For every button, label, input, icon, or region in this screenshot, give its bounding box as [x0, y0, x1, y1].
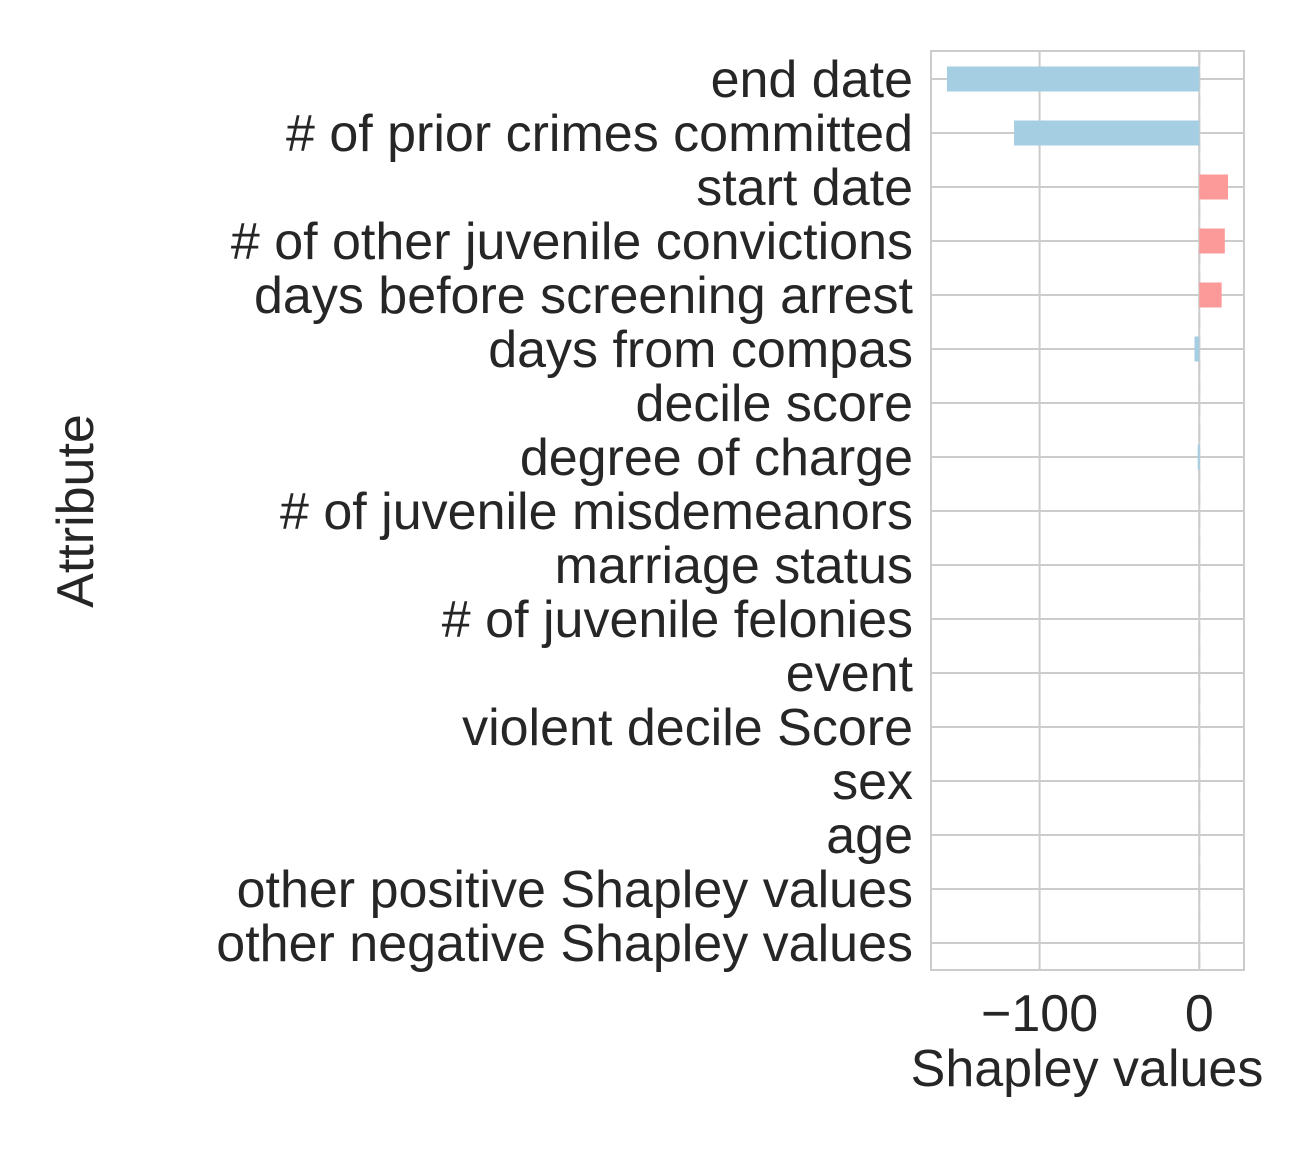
- x-tick-labels: −100 0: [981, 985, 1214, 1043]
- grid-lines: [931, 51, 1244, 970]
- category-label-6: decile score: [636, 375, 913, 433]
- category-label-1: # of prior crimes committed: [286, 105, 913, 163]
- category-label-16: other negative Shapley values: [216, 915, 913, 973]
- category-label-11: event: [786, 645, 914, 703]
- y-axis-label: Attribute: [47, 414, 105, 608]
- bar-4: [1199, 282, 1222, 308]
- category-label-4: days before screening arrest: [254, 267, 914, 325]
- category-label-13: sex: [832, 753, 913, 811]
- bar-2: [1199, 174, 1229, 200]
- category-label-9: marriage status: [555, 537, 913, 595]
- category-label-7: degree of charge: [520, 429, 913, 487]
- x-axis-label: Shapley values: [911, 1040, 1264, 1098]
- category-label-3: # of other juvenile convictions: [231, 213, 913, 271]
- category-label-8: # of juvenile misdemeanors: [280, 483, 913, 541]
- category-label-0: end date: [711, 51, 913, 109]
- bars: [946, 66, 1229, 470]
- category-label-14: age: [826, 807, 913, 865]
- x-tick-label-0: −100: [981, 985, 1098, 1043]
- x-tick-label-1: 0: [1185, 985, 1214, 1043]
- category-label-5: days from compas: [488, 321, 913, 379]
- category-labels: end date# of prior crimes committedstart…: [216, 51, 913, 973]
- bar-7: [1197, 444, 1200, 470]
- category-label-15: other positive Shapley values: [237, 861, 913, 919]
- bar-5: [1194, 336, 1200, 362]
- category-label-12: violent decile Score: [462, 699, 913, 757]
- category-label-2: start date: [696, 159, 913, 217]
- bar-1: [1014, 120, 1200, 146]
- bar-0: [946, 66, 1200, 92]
- plot-frame: [930, 50, 1245, 971]
- bar-3: [1199, 228, 1225, 254]
- category-label-10: # of juvenile felonies: [442, 591, 913, 649]
